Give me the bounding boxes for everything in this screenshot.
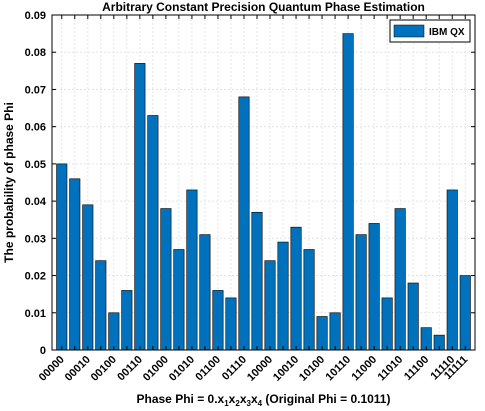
bar-00010 xyxy=(82,204,94,351)
x-tick-label: 10100 xyxy=(297,354,327,384)
bar-00111 xyxy=(147,115,159,351)
x-tick-label: 01010 xyxy=(167,354,197,384)
bar-11010 xyxy=(394,208,406,351)
bar-00110 xyxy=(134,63,146,351)
bar-11111 xyxy=(459,275,471,351)
bar-11001 xyxy=(381,297,393,351)
legend-label: IBM QX xyxy=(429,27,465,38)
y-tick-label: 0.01 xyxy=(25,308,46,320)
x-tick-label: 01110 xyxy=(220,354,249,383)
y-tick-label: 0 xyxy=(40,345,46,357)
bar-11011 xyxy=(407,282,419,351)
bar-10101 xyxy=(329,312,341,351)
y-tick-label: 0.02 xyxy=(25,271,46,283)
bar-10111 xyxy=(355,234,367,351)
bar-01001 xyxy=(173,249,185,351)
x-tick-label: 00010 xyxy=(63,354,93,384)
ticks xyxy=(52,14,475,351)
x-tick-label: 01000 xyxy=(141,354,171,384)
x-tick-label: 00000 xyxy=(37,354,67,384)
x-tick-labels: 0000000010001000011001000010100110001110… xyxy=(37,354,471,384)
x-tick-label: 11100 xyxy=(402,354,431,383)
chart-title: Arbitrary Constant Precision Quantum Pha… xyxy=(102,0,425,14)
bar-01111 xyxy=(251,211,263,351)
y-axis-label: The probability of phase Phi xyxy=(2,102,16,263)
legend: IBM QX xyxy=(389,19,471,43)
y-tick-label: 0.05 xyxy=(25,159,46,171)
bar-00000 xyxy=(56,163,68,351)
y-tick-label: 0.08 xyxy=(25,47,46,59)
x-axis-label: Phase Phi = 0.x1x2x3x4 (Original Phi = 0… xyxy=(137,392,391,408)
x-tick-label: 10110 xyxy=(324,354,354,384)
bar-00011 xyxy=(95,260,107,351)
bar-01011 xyxy=(199,234,211,351)
y-tick-label: 0.07 xyxy=(25,84,46,96)
x-tick-label: 11010 xyxy=(376,354,406,384)
bar-00101 xyxy=(121,290,133,351)
bars xyxy=(56,33,471,351)
bar-10001 xyxy=(277,241,289,351)
y-tick-label: 0.06 xyxy=(25,122,46,134)
x-tick-label: 00110 xyxy=(115,354,145,384)
bar-00001 xyxy=(69,178,81,351)
x-tick-label: 00100 xyxy=(89,354,119,384)
y-tick-label: 0.04 xyxy=(25,196,47,208)
legend-swatch xyxy=(393,24,425,38)
y-tick-label: 0.09 xyxy=(25,10,46,22)
plot-frame xyxy=(51,14,476,351)
bar-10011 xyxy=(303,249,315,351)
bar-10100 xyxy=(316,316,328,351)
bar-11110 xyxy=(446,189,458,351)
bar-10000 xyxy=(264,260,276,351)
x-tick-label: 10010 xyxy=(271,354,301,384)
bar-01110 xyxy=(238,96,250,351)
x-tick-label: 10000 xyxy=(245,354,275,384)
bar-01100 xyxy=(212,290,224,351)
bar-01101 xyxy=(225,297,237,351)
x-tick-label: 11000 xyxy=(350,354,380,384)
bar-01000 xyxy=(160,208,172,351)
bar-10110 xyxy=(342,33,354,351)
bar-00100 xyxy=(108,312,120,351)
x-tick-label: 01100 xyxy=(193,354,223,384)
bar-01010 xyxy=(186,189,198,351)
y-tick-label: 0.03 xyxy=(25,233,46,245)
y-tick-labels: 0 0.01 0.02 0.03 0.04 0.05 0.06 0.07 0.08 0.09 xyxy=(25,10,47,357)
bar-10010 xyxy=(290,226,302,351)
bar-11000 xyxy=(368,223,380,351)
